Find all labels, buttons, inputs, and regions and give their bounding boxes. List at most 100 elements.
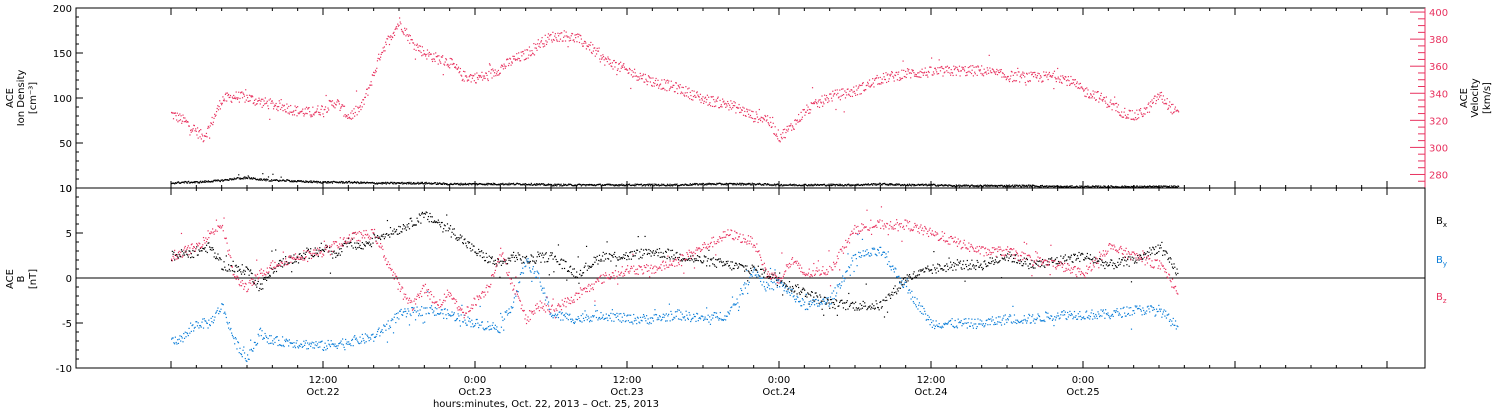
bx-point	[400, 230, 402, 233]
velocity-point	[386, 38, 389, 40]
density-point	[1099, 186, 1101, 188]
density-point	[1056, 185, 1058, 187]
velocity-point	[1002, 72, 1004, 75]
bx-point	[880, 301, 882, 303]
velocity-point	[965, 71, 968, 74]
density-point	[775, 183, 778, 186]
density-point	[1040, 186, 1042, 188]
bx-point	[894, 285, 896, 287]
bx-point	[510, 254, 512, 256]
velocity-point	[704, 97, 706, 99]
density-point	[251, 178, 253, 180]
density-point	[998, 184, 1000, 187]
velocity-point	[595, 49, 597, 52]
velocity-point	[889, 74, 891, 76]
velocity-point	[1086, 87, 1088, 89]
density-point	[668, 184, 670, 186]
bx-point	[1113, 268, 1115, 270]
bx-point	[428, 221, 430, 223]
velocity-point	[1022, 74, 1025, 77]
bx-point	[856, 309, 858, 311]
by-point	[275, 336, 278, 338]
velocity-point	[968, 70, 970, 72]
density-point	[899, 184, 902, 187]
bx-point	[324, 248, 326, 250]
velocity-point	[674, 91, 676, 93]
density-point	[336, 182, 338, 184]
velocity-point	[835, 108, 837, 111]
density-point	[609, 184, 611, 186]
density-point	[281, 179, 284, 182]
by-point	[239, 347, 241, 349]
density-point	[794, 184, 797, 186]
velocity-point	[987, 69, 989, 71]
density-point	[533, 183, 536, 185]
velocity-point	[256, 103, 258, 105]
velocity-point	[884, 78, 886, 81]
density-point	[768, 183, 770, 185]
by-point	[386, 323, 388, 325]
density-point	[788, 184, 790, 186]
bx-point	[791, 290, 793, 292]
velocity-point	[816, 103, 818, 105]
by-point	[212, 315, 214, 318]
density-point	[990, 185, 992, 187]
density-point	[229, 178, 232, 180]
bx-point	[781, 280, 783, 282]
density-point	[1141, 185, 1143, 187]
density-point	[753, 183, 755, 185]
bx-point	[927, 268, 930, 270]
velocity-point	[572, 39, 574, 41]
velocity-point	[362, 99, 364, 101]
velocity-point	[823, 103, 825, 105]
density-point	[530, 182, 532, 184]
bx-point	[190, 257, 192, 259]
by-point	[369, 336, 371, 339]
velocity-point	[403, 33, 405, 36]
bx-point	[1021, 264, 1023, 267]
density-point	[853, 184, 855, 186]
velocity-point	[478, 76, 480, 78]
by-point	[232, 336, 234, 338]
density-point	[1027, 185, 1029, 187]
density-point	[770, 184, 772, 186]
bx-point	[957, 264, 959, 266]
bx-point	[573, 275, 575, 277]
by-point	[341, 343, 343, 345]
density-point	[274, 179, 277, 182]
velocity-point	[285, 111, 287, 113]
density-point	[886, 184, 888, 186]
density-point	[504, 184, 506, 186]
density-point	[823, 183, 826, 186]
velocity-point	[1112, 103, 1114, 105]
bx-point	[1088, 257, 1090, 260]
velocity-point	[697, 94, 699, 96]
bx-point	[1099, 258, 1101, 260]
velocity-point	[1111, 109, 1113, 111]
density-point	[1147, 186, 1149, 188]
by-point	[332, 343, 334, 345]
velocity-point	[998, 71, 1000, 74]
density-point	[718, 182, 720, 185]
bx-point	[861, 307, 864, 309]
density-point	[684, 183, 686, 185]
by-point	[319, 341, 322, 343]
velocity-point	[824, 98, 826, 100]
density-point	[1156, 186, 1158, 188]
bx-point	[760, 268, 762, 270]
density-point	[948, 184, 950, 186]
bx-point	[731, 261, 734, 263]
bx-point	[832, 302, 835, 304]
density-point	[872, 184, 874, 186]
density-point	[870, 183, 873, 185]
density-point	[956, 185, 958, 187]
velocity-point	[230, 100, 232, 102]
bx-point	[1082, 253, 1084, 255]
bx-point	[346, 246, 348, 248]
density-point	[272, 173, 274, 175]
bx-point	[599, 260, 601, 262]
velocity-point	[355, 90, 358, 92]
velocity-point	[730, 108, 733, 110]
density-point	[918, 184, 920, 186]
density-point	[921, 184, 923, 186]
